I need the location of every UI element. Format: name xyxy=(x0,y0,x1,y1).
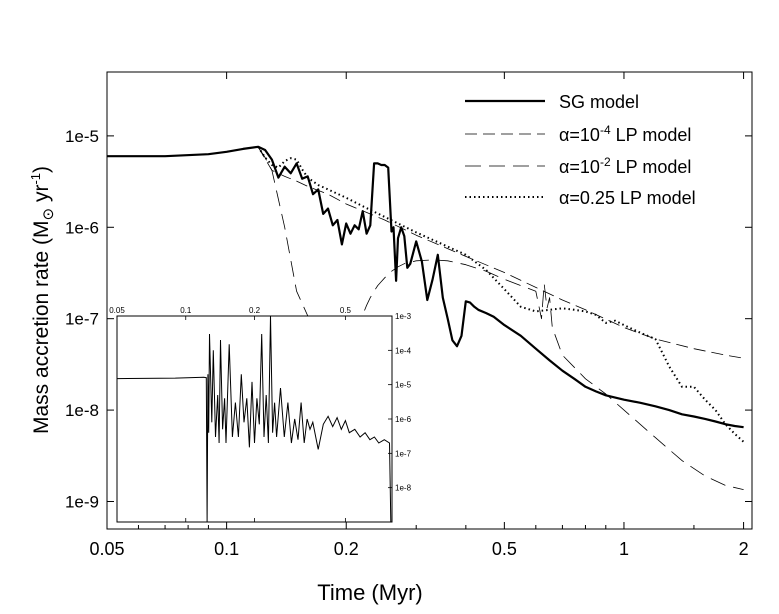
y-axis-title-exp: -1 xyxy=(28,173,43,185)
x-tick-label: 0.5 xyxy=(492,539,517,559)
sun-symbol: ⊙ xyxy=(40,208,57,221)
inset-series-line-0 xyxy=(116,315,392,523)
x-tick-label: 0.1 xyxy=(214,539,239,559)
legend-label-lp-1e-4-alpha: α=10 xyxy=(559,125,600,145)
inset-frame xyxy=(116,315,393,523)
legend-label-lp-1e-4: α=10-4 LP model xyxy=(559,123,691,145)
inset-y-tick-label: 1e-7 xyxy=(395,449,412,458)
legend: SG model α=10-4 LP model α=10-2 LP model… xyxy=(465,92,696,208)
inset-y-tick-label: 1e-4 xyxy=(395,346,412,355)
inset-series xyxy=(116,315,392,523)
inset-x-tick-label: 0.05 xyxy=(109,306,125,315)
inset-x-tick-label: 0.2 xyxy=(249,306,261,315)
legend-label-lp-1e-4-suffix: LP model xyxy=(611,125,692,145)
legend-label-lp-1e-2: α=10-2 LP model xyxy=(559,155,691,177)
legend-label-lp-1e-2-suffix: LP model xyxy=(611,157,692,177)
inset-y-tick-label: 1e-8 xyxy=(395,484,412,493)
series-line-0 xyxy=(107,145,744,429)
plot-frame xyxy=(106,71,753,530)
legend-label-lp-1e-2-alpha: α=10 xyxy=(559,157,600,177)
inset-y-tick-label: 1e-5 xyxy=(395,381,412,390)
y-tick-label: 1e-6 xyxy=(65,218,99,237)
legend-label-lp-0-25: α=0.25 LP model xyxy=(559,188,696,208)
inset-x-tick-label: 0.1 xyxy=(180,306,192,315)
y-axis-title: Mass accretion rate (M⊙ yr-1) xyxy=(28,166,57,434)
legend-label-sg: SG model xyxy=(559,92,639,112)
main-axes: 0.05 0.1 0.2 0.5 1 2 1e-9 1e-8 1e-7 1e-6 1e-5 xyxy=(65,72,752,559)
x-tick-label: 1 xyxy=(619,539,629,559)
y-tick-label: 1e-7 xyxy=(65,310,99,329)
inset-x-tick-label: 0.5 xyxy=(340,306,352,315)
y-axis-title-prefix: Mass accretion rate (M xyxy=(30,220,53,434)
y-tick-label: 1e-8 xyxy=(65,401,99,420)
legend-label-lp-1e-2-exp: -2 xyxy=(600,155,611,169)
x-tick-label: 0.2 xyxy=(334,539,359,559)
legend-label-lp-1e-4-exp: -4 xyxy=(600,123,611,137)
y-axis-title-middle: yr xyxy=(30,185,53,208)
y-axis-title-suffix: ) xyxy=(30,166,53,173)
series-line-3 xyxy=(257,146,745,443)
y-tick-label: 1e-9 xyxy=(65,492,99,511)
inset-y-tick-label: 1e-3 xyxy=(395,312,412,321)
x-tick-label: 2 xyxy=(739,539,749,559)
series-line-1 xyxy=(257,146,744,359)
inset-y-tick-label: 1e-6 xyxy=(395,415,412,424)
inset-axes: 0.05 0.1 0.2 0.5 1e-3 1e-4 1e-5 1e-6 1e-7 1e-8 xyxy=(109,306,412,522)
y-tick-label: 1e-5 xyxy=(65,127,99,146)
x-tick-label: 0.05 xyxy=(89,539,124,559)
x-axis-title: Time (Myr) xyxy=(317,580,423,605)
